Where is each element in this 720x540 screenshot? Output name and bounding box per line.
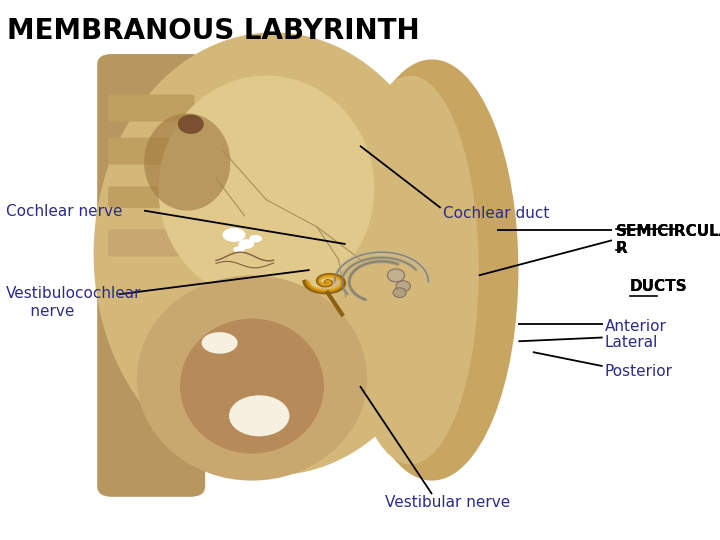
Ellipse shape — [137, 275, 367, 481]
Text: Lateral: Lateral — [605, 335, 658, 350]
Ellipse shape — [342, 76, 479, 464]
Ellipse shape — [238, 239, 254, 249]
Ellipse shape — [144, 113, 230, 211]
Text: DUCTS: DUCTS — [630, 279, 688, 294]
Ellipse shape — [94, 32, 454, 475]
Text: SEMICIRCULA
R: SEMICIRCULA R — [616, 224, 720, 256]
Text: Cochlear nerve: Cochlear nerve — [6, 204, 122, 219]
Text: Anterior: Anterior — [605, 319, 667, 334]
FancyBboxPatch shape — [108, 186, 194, 208]
Text: Vestibulocochlear
     nerve: Vestibulocochlear nerve — [6, 286, 141, 319]
Circle shape — [396, 281, 410, 292]
Ellipse shape — [222, 228, 246, 242]
Ellipse shape — [233, 246, 245, 253]
FancyBboxPatch shape — [97, 54, 205, 497]
Text: MEMBRANOUS LABYRINTH: MEMBRANOUS LABYRINTH — [7, 17, 420, 45]
Circle shape — [178, 114, 204, 134]
Ellipse shape — [229, 395, 289, 436]
FancyBboxPatch shape — [108, 138, 194, 165]
Text: SEMICIRCULA
R: SEMICIRCULA R — [616, 224, 720, 256]
Circle shape — [387, 269, 405, 282]
FancyBboxPatch shape — [108, 94, 194, 122]
Text: Cochlear duct: Cochlear duct — [443, 206, 549, 221]
Text: DUCTS: DUCTS — [630, 279, 688, 294]
Text: Vestibular nerve: Vestibular nerve — [385, 495, 510, 510]
FancyBboxPatch shape — [108, 230, 194, 256]
Circle shape — [393, 288, 406, 298]
Ellipse shape — [180, 319, 324, 454]
Ellipse shape — [202, 332, 238, 354]
Ellipse shape — [158, 76, 374, 302]
Text: Posterior: Posterior — [605, 364, 672, 379]
Ellipse shape — [249, 235, 262, 242]
Ellipse shape — [346, 59, 518, 481]
